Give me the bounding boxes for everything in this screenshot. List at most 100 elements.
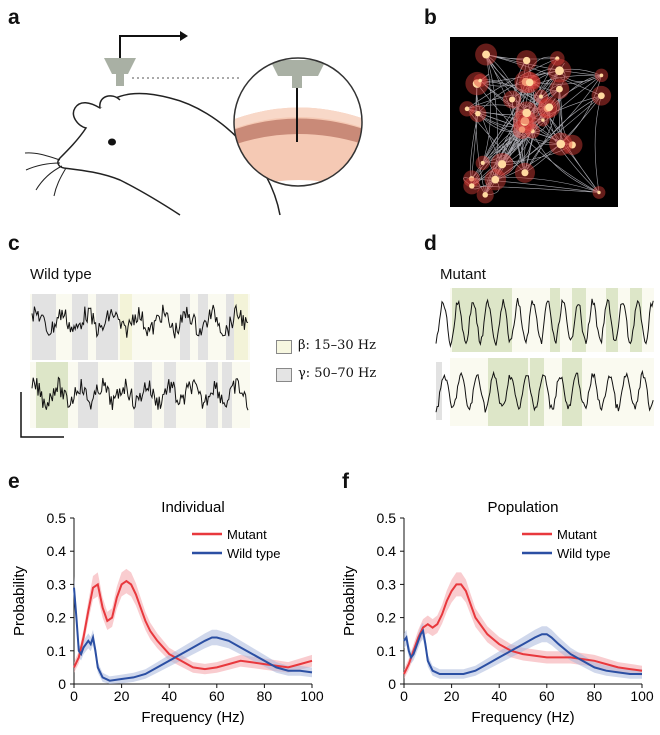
network-cell: [497, 160, 507, 169]
y-tick-label: 0.3: [47, 576, 67, 592]
panel-letter-b: b: [424, 6, 437, 29]
network-cell: [568, 141, 576, 149]
x-axis-label: Frequency (Hz): [471, 709, 574, 726]
network-cell: [478, 78, 482, 83]
gamma-band: [164, 362, 176, 428]
legend-label: Mutant: [227, 527, 267, 542]
y-tick-label: 0.2: [377, 610, 397, 626]
y-axis-label: Probability: [11, 565, 28, 636]
network-cell: [518, 126, 526, 133]
y-tick-label: 0: [58, 676, 66, 692]
beta-band: [550, 288, 560, 352]
y-tick-label: 0.3: [377, 576, 397, 592]
mutant-trace-2: [435, 369, 654, 413]
gamma-band: [226, 294, 234, 360]
network-cell: [525, 78, 534, 87]
network-cell: [556, 139, 566, 149]
gamma-band: [206, 362, 218, 428]
gamma-band-swatch: [276, 368, 292, 382]
x-tick-label: 20: [444, 688, 460, 704]
network-cell: [538, 94, 543, 99]
mutant-traces: [435, 288, 654, 426]
network-cell: [509, 96, 516, 103]
x-tick-label: 0: [70, 688, 78, 704]
y-tick-label: 0.5: [377, 510, 397, 526]
beta-band-swatch: [276, 340, 292, 354]
network-cell: [482, 50, 491, 59]
network-cell: [597, 190, 601, 195]
gamma-band: [180, 294, 190, 360]
network-cell: [475, 110, 481, 117]
network-cell: [469, 183, 475, 189]
network-cell: [491, 175, 500, 184]
network-cell: [555, 56, 560, 61]
network-cell: [522, 108, 531, 118]
y-tick-label: 0.1: [377, 643, 397, 659]
network-cell: [480, 160, 485, 165]
beta-band: [488, 358, 528, 426]
beta-band: [234, 294, 248, 360]
beta-band: [630, 288, 642, 352]
chart-title: Individual: [161, 499, 224, 516]
x-tick-label: 80: [587, 688, 603, 704]
individual-spectrum-chart: Individual 0 20 40 60 80 100 0 0.1 0.2 0.3 0.4 0.5 Fr…: [11, 499, 324, 726]
network-cell: [556, 85, 563, 93]
series-line: [403, 583, 643, 675]
gamma-band: [96, 294, 118, 360]
y-tick-label: 0.2: [47, 610, 67, 626]
network-cell: [482, 192, 489, 198]
gamma-band-label: γ: 50–70 Hz: [298, 366, 377, 381]
network-cell: [530, 128, 535, 134]
panel-letter-d: d: [424, 232, 437, 255]
legend-label: Wild type: [557, 546, 610, 561]
mutant-trace-1: [435, 298, 654, 348]
series-line: [403, 628, 642, 675]
beta-band-label: β: 15–30 Hz: [298, 338, 376, 353]
network-activity-image: [450, 37, 618, 207]
network-cell: [555, 66, 564, 76]
gamma-band: [72, 294, 88, 360]
x-tick-label: 40: [161, 688, 177, 704]
error-band: [404, 622, 642, 679]
x-tick-label: 100: [630, 688, 654, 704]
network-cell: [521, 169, 529, 177]
legend-label: Mutant: [557, 527, 597, 542]
panel-letter-f: f: [342, 470, 349, 493]
wild-type-trace-title: Wild type: [30, 266, 92, 283]
error-band: [404, 572, 642, 679]
gamma-band: [78, 362, 98, 428]
population-spectrum-chart: Population 0 20 40 60 80 100 0 0.1 0.2 0.3 0.4 0.5 Fr…: [341, 499, 654, 726]
x-tick-label: 80: [257, 688, 273, 704]
x-tick-label: 40: [491, 688, 507, 704]
gamma-band: [32, 294, 56, 360]
network-cell: [520, 116, 530, 126]
series-line: [73, 579, 313, 671]
network-cell: [597, 92, 605, 100]
network-cell: [599, 73, 604, 78]
wild-type-trace-1: [31, 303, 249, 339]
panel-letter-a: a: [8, 6, 20, 29]
beta-band: [530, 358, 544, 426]
beta-band: [452, 288, 512, 352]
network-cell: [464, 106, 470, 112]
network-cell: [541, 118, 545, 122]
x-tick-label: 60: [539, 688, 555, 704]
gamma-band: [436, 362, 442, 420]
y-axis-label: Probability: [341, 565, 358, 636]
x-tick-label: 20: [114, 688, 130, 704]
x-tick-label: 100: [300, 688, 324, 704]
y-tick-label: 0: [388, 676, 396, 692]
x-tick-label: 60: [209, 688, 225, 704]
panel-letter-c: c: [8, 232, 20, 255]
network-cell: [545, 103, 554, 112]
y-tick-label: 0.5: [47, 510, 67, 526]
error-band: [74, 568, 312, 675]
error-band: [74, 576, 312, 684]
gamma-band: [222, 362, 232, 428]
wild-type-traces: [20, 294, 250, 438]
mouse-recording-illustration: [24, 31, 363, 216]
panel-letter-e: e: [8, 470, 20, 493]
network-cell: [522, 56, 531, 65]
beta-band: [572, 288, 586, 352]
mutant-trace-title: Mutant: [440, 266, 486, 283]
